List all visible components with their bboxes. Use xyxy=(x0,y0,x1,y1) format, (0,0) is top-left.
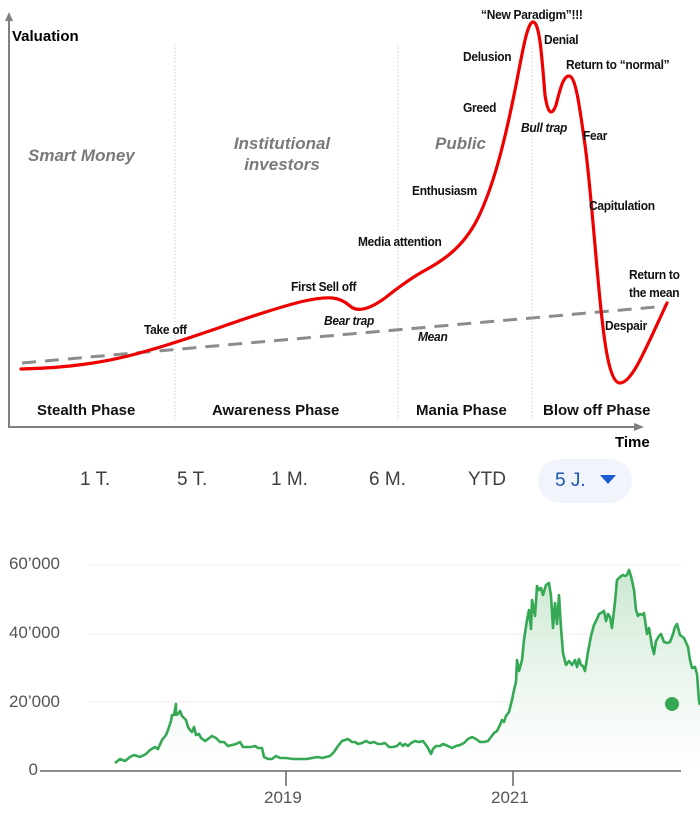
x-label-2019: 2019 xyxy=(264,788,302,807)
phase-awareness: Awareness Phase xyxy=(212,402,340,419)
annotation-bear-trap: Bear trap xyxy=(324,313,375,328)
price-line xyxy=(114,568,700,765)
tab-1-month[interactable]: 1 M. xyxy=(271,469,308,490)
tab-6-months[interactable]: 6 M. xyxy=(369,469,406,490)
annotation-take-off: Take off xyxy=(144,322,187,337)
valuation-curve xyxy=(19,20,669,385)
last-point-marker[interactable] xyxy=(665,697,679,711)
annotation-denial: Denial xyxy=(544,32,579,47)
tab-ytd[interactable]: YTD xyxy=(468,469,506,490)
y-axis-label: Valuation xyxy=(12,28,79,45)
group-institutional-investors: Institutional investors xyxy=(226,133,338,175)
tab-5-days[interactable]: 5 T. xyxy=(177,469,208,490)
market-cycle-chart: Valuation Time Smart Money Institutional… xyxy=(5,7,680,451)
tab-5-years-label: 5 J. xyxy=(555,470,586,491)
range-tabs: 1 T. 5 T. 1 M. 6 M. YTD 5 J. xyxy=(0,455,700,513)
annotation-enthusiasm: Enthusiasm xyxy=(412,183,478,198)
annotation-new-paradigm: “New Paradigm”!!! xyxy=(481,7,583,22)
annotation-delusion: Delusion xyxy=(463,49,512,64)
x-axis-arrow-icon xyxy=(634,423,644,431)
annotation-media-attention: Media attention xyxy=(358,234,442,249)
annotation-fear: Fear xyxy=(583,128,608,143)
y-axis-arrow-icon xyxy=(5,12,13,21)
caret-down-icon xyxy=(599,475,616,485)
group-institutional-line1: Institutional xyxy=(233,134,331,153)
annotation-first-sell-off: First Sell off xyxy=(291,279,357,294)
price-plot xyxy=(40,564,700,786)
market-cycle-plot xyxy=(5,12,669,431)
group-public: Public xyxy=(435,134,487,153)
annotation-return-to-normal: Return to “normal” xyxy=(566,57,670,72)
phase-stealth: Stealth Phase xyxy=(37,402,136,419)
y-tick-60000: 60’000 xyxy=(8,554,60,573)
tab-5-years-dropdown[interactable]: 5 J. xyxy=(538,459,632,503)
annotation-return-to-mean-line1: Return to xyxy=(629,267,680,282)
y-tick-40000: 40’000 xyxy=(8,623,60,642)
annotation-mean: Mean xyxy=(418,329,448,344)
y-tick-0: 0 xyxy=(28,760,38,779)
x-axis-label: Time xyxy=(615,434,650,451)
phase-blow-off: Blow off Phase xyxy=(543,402,651,419)
annotation-bull-trap: Bull trap xyxy=(521,120,568,135)
group-smart-money: Smart Money xyxy=(28,146,135,165)
tab-1-day[interactable]: 1 T. xyxy=(80,469,111,490)
x-label-2021: 2021 xyxy=(491,788,529,807)
annotation-greed: Greed xyxy=(463,100,497,115)
annotation-return-to-mean-line2: the mean xyxy=(629,285,680,300)
annotation-capitulation: Capitulation xyxy=(589,198,655,213)
phase-mania: Mania Phase xyxy=(416,402,507,419)
group-institutional-line2: investors xyxy=(244,155,320,174)
y-tick-20000: 20’000 xyxy=(8,692,60,711)
mean-line xyxy=(21,304,668,365)
price-chart: 60’000 40’000 20’000 0 2019 2021 xyxy=(0,540,700,813)
annotation-despair: Despair xyxy=(605,318,647,333)
